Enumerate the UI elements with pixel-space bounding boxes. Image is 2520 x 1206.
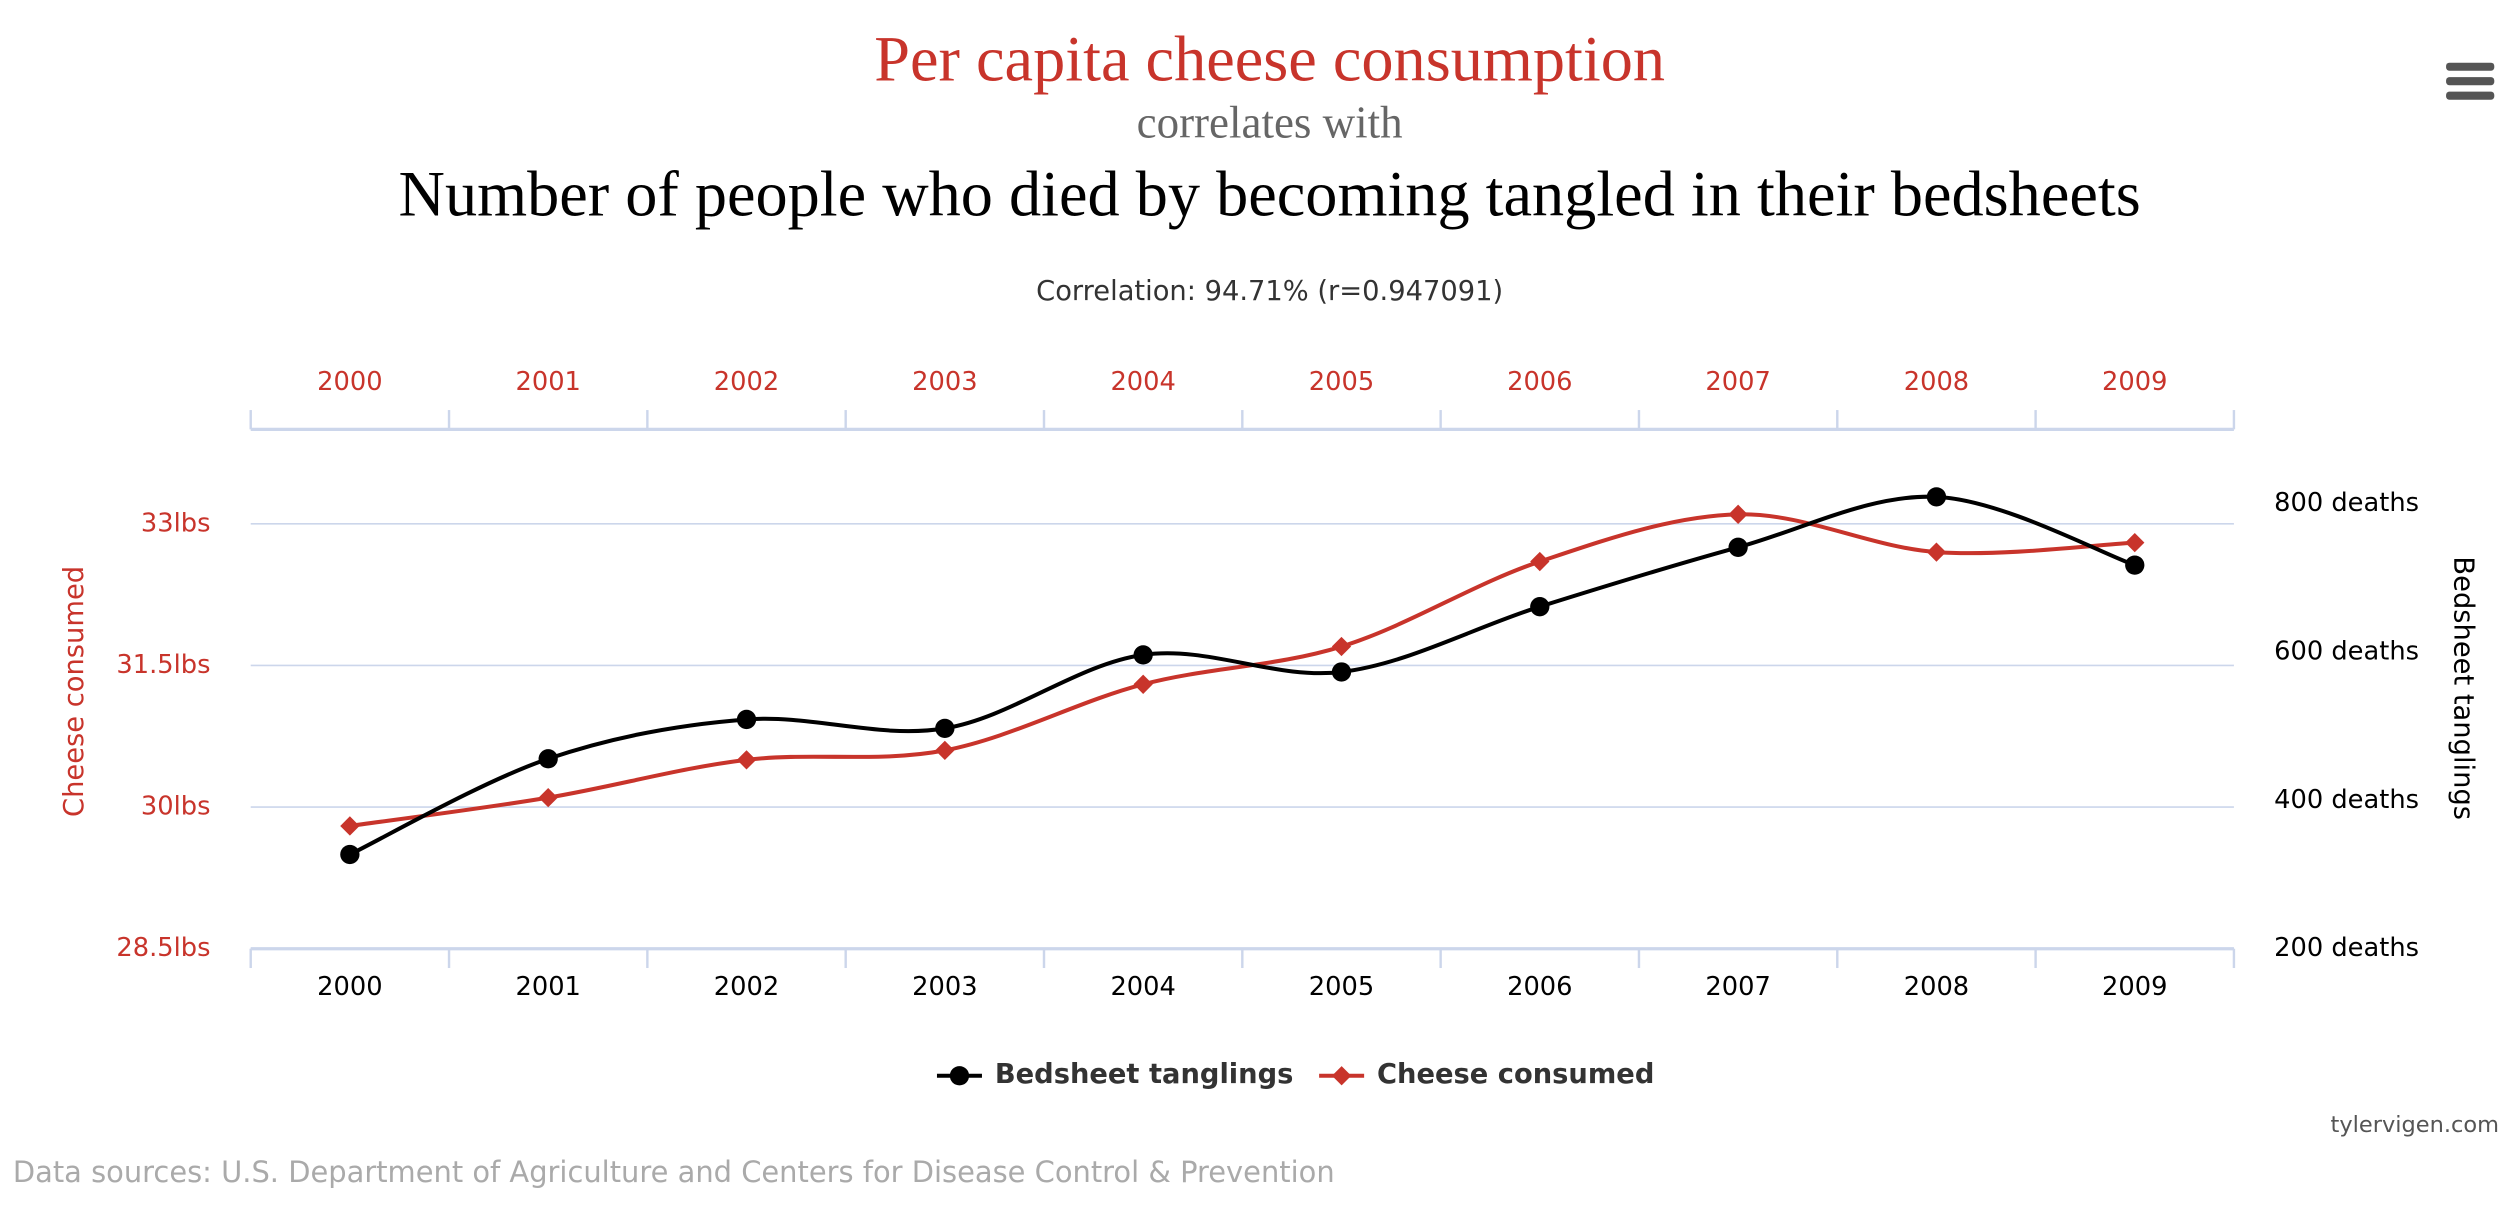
marker: [1728, 537, 1748, 557]
credit: tylervigen.com: [2331, 1112, 2500, 1138]
y-tick-label: 28.5lbs: [116, 933, 210, 963]
series-line: [349, 512, 2135, 828]
marker: [1331, 662, 1352, 682]
menu-icon[interactable]: [2446, 62, 2495, 100]
x-tick-label: 2001: [515, 972, 580, 1002]
marker: [949, 1066, 970, 1086]
marker: [2125, 555, 2145, 575]
x-tick-label: 2007: [1705, 972, 1770, 1002]
legend-label: Bedsheet tanglings: [995, 1059, 1294, 1090]
x-tick-label: 2002: [714, 972, 779, 1002]
marker: [1530, 551, 1550, 572]
connector: correlates with: [1137, 97, 1403, 147]
marker: [935, 718, 955, 739]
x-tick-label: 2006: [1507, 972, 1572, 1002]
x-tick-label: 2003: [912, 972, 977, 1002]
x-tick-label-top: 2004: [1110, 367, 1175, 397]
x-tick-label-top: 2000: [317, 367, 382, 397]
x-tick-label-top: 2005: [1309, 367, 1374, 397]
x-tick-label-top: 2007: [1705, 367, 1770, 397]
x-tick-label-top: 2009: [2102, 367, 2167, 397]
x-tick-label-top: 2003: [912, 367, 977, 397]
x-tick-label: 2000: [317, 972, 382, 1002]
marker: [1530, 597, 1550, 617]
x-tick-label: 2005: [1309, 972, 1374, 1002]
marker: [1133, 674, 1153, 694]
y2-axis-title: Bedsheet tanglings: [2448, 556, 2479, 820]
marker: [538, 787, 558, 808]
source: Data sources: U.S. Department of Agricul…: [13, 1155, 1335, 1189]
marker: [1133, 645, 1153, 665]
marker: [2125, 533, 2145, 553]
x-tick-label-top: 2001: [515, 367, 580, 397]
y2-tick-label: 400 deaths: [2274, 785, 2419, 815]
marker: [736, 750, 757, 770]
marker: [1331, 1066, 1352, 1086]
marker: [340, 844, 360, 865]
x-tick-label-top: 2002: [714, 367, 779, 397]
x-tick-label: 2008: [1904, 972, 1969, 1002]
marker: [1331, 636, 1352, 657]
marker: [736, 709, 757, 730]
marker: [1926, 487, 1947, 507]
marker: [1926, 542, 1947, 562]
y-axis-title: Cheese consumed: [59, 566, 90, 817]
y-tick-label: 33lbs: [141, 508, 211, 538]
legend-item: Cheese consumed: [1319, 1059, 1654, 1090]
chart-title: Per capita cheese consumption: [874, 24, 1665, 95]
y-tick-label: 30lbs: [141, 792, 211, 822]
chart-subtitle: Number of people who died by becoming ta…: [399, 159, 2141, 230]
menu-bar: [2446, 91, 2495, 100]
marker: [340, 816, 360, 836]
series-line: [349, 494, 2136, 857]
x-tick-label-top: 2008: [1904, 367, 1969, 397]
y2-tick-label: 200 deaths: [2274, 933, 2419, 963]
x-tick-label-top: 2006: [1507, 367, 1572, 397]
marker: [538, 749, 558, 769]
legend-label: Cheese consumed: [1377, 1059, 1654, 1090]
x-tick-label: 2009: [2102, 972, 2167, 1002]
legend-item: Bedsheet tanglings: [936, 1059, 1294, 1090]
menu-bar: [2446, 62, 2495, 71]
marker: [935, 740, 955, 761]
y-tick-label: 31.5lbs: [116, 650, 210, 680]
x-tick-label: 2004: [1110, 972, 1175, 1002]
y2-tick-label: 800 deaths: [2274, 488, 2419, 518]
correlation: Correlation: 94.71% (r=0.947091): [1036, 276, 1503, 307]
y2-tick-label: 600 deaths: [2274, 636, 2419, 666]
menu-bar: [2446, 77, 2495, 86]
marker: [1728, 504, 1748, 524]
